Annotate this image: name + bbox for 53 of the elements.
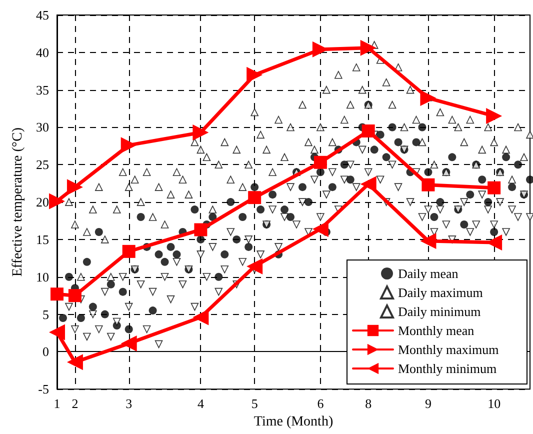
x-tick-label: 5 [251, 396, 258, 412]
point [194, 223, 208, 236]
x-tick-label: 9 [424, 396, 432, 412]
point [420, 232, 436, 249]
legend-label: Daily minimum [398, 304, 481, 319]
legend-label: Daily maximum [398, 285, 483, 300]
y-tick-label: -5 [38, 382, 49, 397]
x-tick-label: 6 [317, 396, 324, 412]
point [192, 124, 209, 140]
point [66, 354, 83, 370]
x-tick-label: 1 [54, 396, 60, 412]
x-tick-label: 3 [126, 396, 132, 412]
point [422, 178, 435, 192]
point [192, 309, 209, 326]
point [246, 258, 263, 274]
y-tick-label: 0 [42, 344, 49, 360]
point [122, 244, 136, 258]
point [362, 124, 375, 138]
y-tick-label: 25 [36, 157, 49, 172]
legend-label: Monthly mean [398, 323, 475, 338]
point [486, 108, 502, 124]
point [49, 193, 65, 210]
point [68, 289, 82, 302]
point [314, 156, 327, 169]
y-tick-label: 10 [36, 269, 49, 284]
x-tick-label: 10 [488, 396, 501, 412]
x-tick-label: 8 [365, 396, 372, 412]
point [420, 90, 436, 106]
point [49, 324, 65, 340]
x-tick-label: 4 [197, 396, 204, 412]
legend-label: Monthly minimum [398, 361, 497, 376]
point [120, 335, 137, 352]
x-axis-title: Time (Month) [254, 414, 334, 430]
y-tick-label: 30 [36, 120, 49, 135]
point [248, 191, 262, 204]
legend-label: Monthly maximum [398, 342, 499, 357]
y-tick-label: 20 [36, 194, 49, 210]
point [488, 181, 501, 194]
y-axis-title: Effective temperature (°C) [10, 127, 26, 277]
y-tick-label: 15 [36, 232, 49, 247]
point [66, 179, 83, 196]
point [120, 137, 137, 154]
point [312, 220, 328, 237]
point [246, 66, 263, 83]
x-tick-label: 2 [72, 396, 78, 412]
y-tick-label: 40 [36, 44, 49, 60]
point [50, 288, 64, 301]
y-tick-label: 35 [36, 82, 49, 98]
legend-label: Daily mean [398, 266, 459, 281]
point [360, 40, 376, 56]
y-tick-label: 5 [42, 306, 49, 322]
y-tick-label: 45 [36, 8, 49, 22]
point [360, 176, 376, 192]
